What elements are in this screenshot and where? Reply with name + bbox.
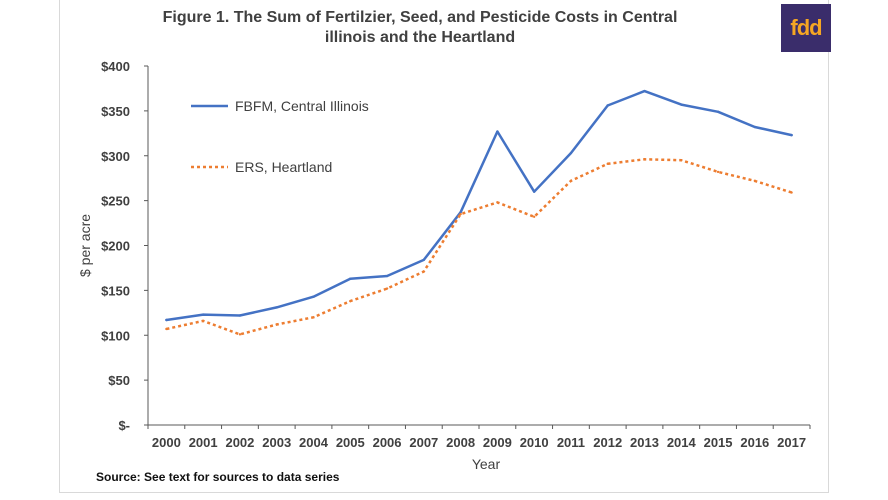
series-2-point [753, 179, 757, 183]
series-2-point [275, 323, 278, 326]
series-2-point [459, 212, 462, 216]
series-1-point [790, 133, 793, 137]
fdd-logo: fdd [781, 4, 831, 52]
series-1-point [753, 125, 757, 129]
x-tick-label: 2008 [446, 435, 475, 450]
series-2-point [385, 287, 389, 290]
y-tick-label: $300 [101, 149, 130, 164]
series-2-point [238, 333, 242, 336]
series-2-point [532, 215, 536, 218]
y-tick-label: $50 [108, 373, 130, 388]
series-2-point [680, 159, 683, 162]
y-tick-label: $- [118, 418, 130, 433]
x-tick-label: 2001 [189, 435, 218, 450]
x-tick-label: 2012 [593, 435, 622, 450]
series-1-point [165, 318, 168, 322]
series-line-1 [165, 89, 793, 322]
series-2-point [643, 158, 646, 161]
chart-frame [59, 0, 829, 493]
legend-label-1: FBFM, Central Illinois [235, 98, 369, 114]
y-tick-label: $400 [101, 59, 130, 74]
chart-title: Figure 1. The Sum of Fertilzier, Seed, a… [120, 8, 720, 48]
series-1-point [606, 104, 609, 107]
series-1-point [422, 258, 426, 262]
x-tick-label: 2002 [225, 435, 254, 450]
series-1-point [201, 313, 205, 316]
x-axis-title: Year [472, 456, 501, 472]
series-1-point [716, 110, 720, 113]
series-2-point [201, 319, 205, 323]
x-tick-label: 2007 [409, 435, 438, 450]
y-tick-label: $350 [101, 104, 130, 119]
series-1-point [496, 130, 499, 133]
x-tick-label: 2005 [336, 435, 365, 450]
x-tick-label: 2009 [483, 435, 512, 450]
y-tick-label: $150 [101, 283, 130, 298]
series-1-point [459, 211, 462, 214]
series-1-point [680, 103, 683, 106]
series-2-point [569, 179, 573, 183]
x-tick-label: 2006 [373, 435, 402, 450]
x-tick-label: 2016 [740, 435, 769, 450]
series-2-point [716, 170, 720, 174]
series-1-point [532, 190, 536, 193]
x-tick-label: 2017 [777, 435, 806, 450]
x-tick-label: 2013 [630, 435, 659, 450]
series-2-point [496, 201, 499, 204]
x-tick-label: 2000 [152, 435, 181, 450]
series-line-2 [166, 158, 792, 336]
y-tick-label: $250 [101, 194, 130, 209]
x-tick-label: 2010 [520, 435, 549, 450]
series-1-point [349, 277, 352, 280]
chart-title-line-1: Figure 1. The Sum of Fertilzier, Seed, a… [162, 9, 678, 26]
series-2-point [422, 270, 426, 273]
series-1-point [643, 89, 646, 93]
y-tick-label: $200 [101, 239, 130, 254]
x-tick-label: 2004 [299, 435, 329, 450]
x-tick-label: 2015 [704, 435, 733, 450]
series-2-point [349, 299, 352, 303]
series-1-point [238, 314, 242, 317]
series-2-point [790, 191, 793, 194]
series-1-point [312, 295, 315, 298]
x-tick-label: 2014 [667, 435, 697, 450]
chart-title-line-2: illinois and the Heartland [324, 29, 516, 46]
x-tick-label: 2003 [262, 435, 291, 450]
y-axis-title: $ per acre [77, 214, 93, 277]
series-2-point [312, 316, 315, 319]
series-1-point [275, 306, 278, 309]
series-2-point [165, 327, 168, 331]
series-1-point [569, 151, 573, 155]
series-1-point [385, 274, 389, 278]
series-2-point [606, 162, 609, 166]
x-tick-label: 2011 [557, 435, 585, 450]
y-tick-label: $100 [101, 328, 130, 343]
legend-label-2: ERS, Heartland [235, 159, 332, 175]
source-note: Source: See text for sources to data ser… [96, 470, 340, 484]
